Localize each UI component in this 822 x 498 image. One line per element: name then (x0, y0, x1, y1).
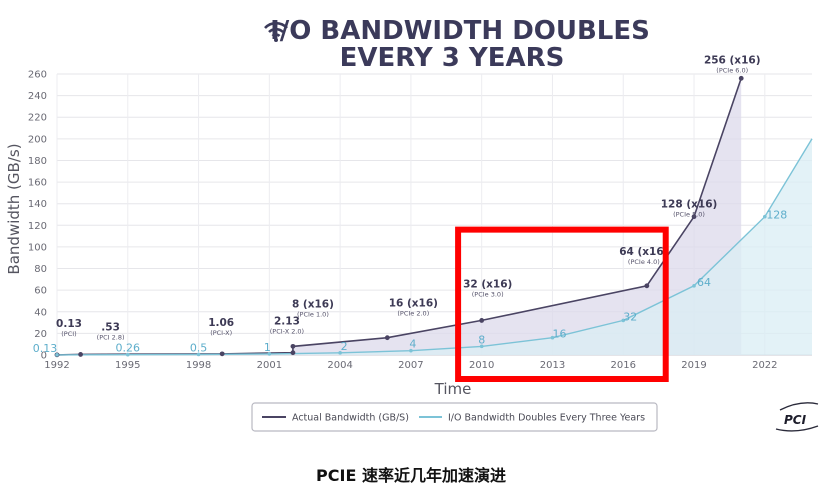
data-label-actual: 32 (x16) (463, 278, 512, 290)
data-label-double: 2 (341, 340, 348, 353)
x-tick-label: 1992 (44, 360, 69, 371)
title-line-1: I/O BANDWIDTH DOUBLES (270, 16, 650, 46)
y-tick-label: 220 (28, 113, 47, 124)
data-label-double: 0.13 (33, 342, 58, 355)
data-sublabel-actual: (PCIe 3.0) (472, 290, 504, 298)
point-double (479, 344, 484, 349)
point-double (621, 318, 626, 323)
data-label-double: 0.5 (190, 341, 208, 354)
point-actual (290, 343, 296, 349)
svg-text:PCI: PCI (784, 413, 807, 427)
data-sublabel-actual: (PCI-X) (210, 329, 232, 337)
y-tick-label: 120 (28, 221, 47, 232)
line-double (56, 138, 813, 356)
caption: PCIE 速率近几年加速演进 (316, 466, 506, 485)
data-sublabel-actual: (PCIe 2.0) (397, 310, 429, 318)
data-label-actual: 16 (x16) (389, 298, 438, 310)
title-line-2: EVERY 3 YEARS (340, 43, 565, 73)
legend-label-actual: Actual Bandwidth (GB/S) (292, 413, 409, 424)
data-label-actual: 256 (x16) (704, 54, 761, 66)
data-label-double: 16 (552, 328, 566, 341)
data-label-double: 8 (478, 333, 485, 346)
highlight-box (455, 226, 669, 382)
data-sublabel-actual: (PCI-X 2.0) (270, 328, 304, 336)
legend-box (251, 402, 658, 432)
data-sublabel-actual: (PCI) (61, 330, 76, 338)
area-double (57, 138, 812, 355)
y-tick-label: 260 (28, 70, 47, 81)
point-double (55, 353, 59, 357)
point-double (692, 284, 696, 288)
x-tick-label: 2022 (752, 360, 777, 371)
point-double (763, 214, 767, 219)
point-actual (738, 75, 744, 81)
chart-title: I/O BANDWIDTH DOUBLES EVERY 3 YEARS (264, 16, 650, 73)
data-sublabel-actual: (PCI 2.8) (97, 333, 125, 341)
point-double (125, 352, 130, 357)
point-actual (384, 335, 390, 341)
x-axis-title: Time (434, 380, 472, 398)
data-label-actual: 2.13 (274, 316, 300, 328)
data-label-double: 4 (409, 338, 416, 351)
point-double (267, 352, 272, 356)
point-double (550, 335, 555, 340)
x-tick-label: 1995 (115, 360, 140, 371)
pci-logo: PCI (775, 402, 819, 432)
x-tick-label: 2016 (611, 360, 636, 371)
data-label-double: 1 (264, 341, 271, 354)
point-actual (219, 351, 225, 357)
point-actual (479, 318, 485, 323)
x-tick-label: 2019 (681, 360, 706, 371)
y-tick-label: 180 (28, 156, 47, 167)
y-tick-label: 240 (28, 91, 47, 102)
y-tick-label: 80 (34, 264, 47, 275)
data-label-double: 32 (623, 310, 637, 323)
data-sublabel-actual: (PCIe 1.0) (297, 310, 329, 318)
axis-ticks: 0 20 40 60 80 100 120 140 160 180 200 220 240 260 1992… (28, 70, 778, 372)
y-tick-label: 60 (34, 286, 47, 297)
data-sublabel-actual: (PCIe 5.0) (673, 211, 705, 219)
point-double (196, 352, 201, 357)
point-actual (78, 352, 83, 357)
x-tick-label: 2001 (257, 360, 282, 371)
data-label-actual: .53 (101, 321, 120, 333)
y-tick-label: 100 (28, 242, 47, 253)
series-markers (54, 75, 767, 358)
data-label-actual: 64 (x16) (619, 246, 668, 258)
data-label-actual: 1.06 (208, 317, 234, 329)
y-tick-label: 140 (28, 199, 47, 210)
y-tick-label: 0 (41, 351, 47, 362)
x-tick-label: 2004 (327, 360, 352, 371)
data-label-double: 0.26 (116, 342, 141, 355)
data-labels: 0.13(PCI).53(PCI 2.8)1.06(PCI-X)2.13(PCI… (33, 54, 788, 355)
y-tick-label: 200 (28, 134, 47, 145)
point-double (409, 348, 413, 353)
point-double (338, 351, 342, 355)
data-sublabel-actual: (PCIe 4.0) (628, 258, 660, 266)
legend-label-double: I/O Bandwidth Doubles Every Three Years (448, 413, 645, 424)
series-areas (57, 78, 812, 356)
data-label-actual: 128 (x16) (661, 199, 718, 211)
series-lines (56, 78, 813, 356)
y-axis-title: Bandwidth (GB/s) (5, 143, 23, 274)
y-tick-label: 160 (28, 178, 47, 189)
y-tick-label: 20 (34, 329, 47, 340)
x-tick-label: 2007 (398, 360, 423, 371)
x-tick-label: 2010 (469, 360, 494, 371)
point-actual (290, 350, 296, 356)
legend: Actual Bandwidth (GB/S) I/O Bandwidth Do… (251, 402, 658, 432)
data-label-double: 64 (697, 276, 711, 289)
data-sublabel-actual: (PCIe 6.0) (716, 66, 748, 74)
x-tick-label: 2013 (540, 360, 565, 371)
y-tick-label: 40 (34, 307, 47, 318)
data-label-actual: 8 (x16) (292, 298, 334, 310)
wifi-icon (264, 21, 288, 42)
x-tick-label: 1998 (186, 360, 211, 371)
data-label-double: 128 (766, 209, 787, 222)
point-actual (644, 283, 650, 289)
data-label-actual: 0.13 (56, 318, 82, 330)
point-actual (691, 214, 697, 220)
